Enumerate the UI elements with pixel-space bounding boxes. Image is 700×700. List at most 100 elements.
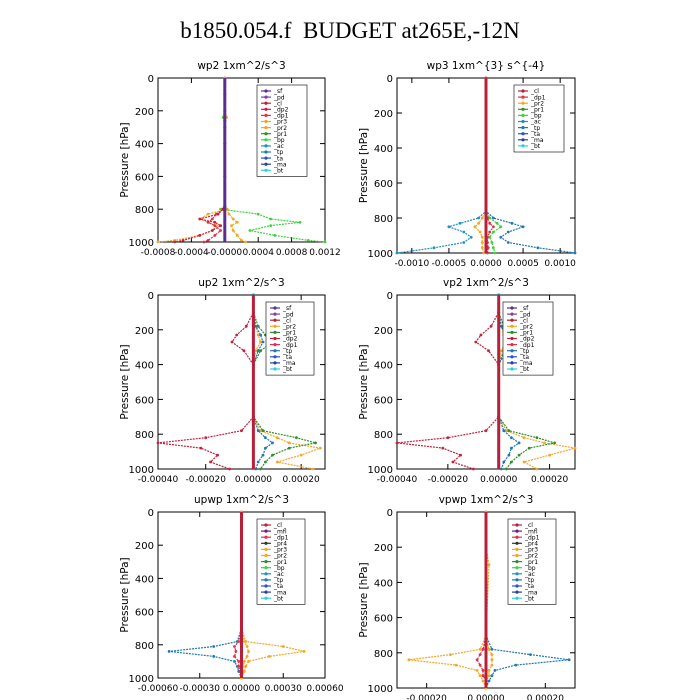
data-point: [487, 349, 490, 353]
y-tick-label: 200: [374, 326, 393, 337]
legend-marker: [264, 541, 268, 545]
data-point: [210, 217, 214, 221]
legend-marker: [515, 547, 519, 552]
data-point: [522, 436, 526, 440]
series-group: [395, 76, 577, 255]
data-point: [299, 453, 303, 457]
data-point: [478, 653, 482, 656]
y-tick-label: 800: [135, 430, 154, 441]
data-point: [573, 446, 577, 450]
data-point: [256, 324, 260, 328]
chart-title: vpwp 1xm^2/s^3: [439, 494, 534, 506]
legend-label: _pr4: [524, 541, 538, 548]
data-point: [228, 467, 232, 471]
legend-label: _ta: [273, 583, 283, 590]
data-point: [454, 663, 458, 667]
data-point: [522, 460, 526, 464]
legend-label: _tp: [273, 577, 283, 584]
y-tick-label: 400: [135, 140, 154, 151]
legend-label: _sf: [282, 305, 292, 312]
legend-marker: [521, 126, 525, 130]
data-point: [481, 647, 485, 651]
data-point: [233, 660, 236, 663]
x-tick-label: 0.00000: [467, 694, 504, 700]
data-point: [275, 436, 279, 440]
legend-marker: [264, 578, 268, 582]
legend-marker: [510, 349, 514, 353]
legend-label: _tp: [273, 149, 283, 156]
data-point: [478, 647, 482, 651]
data-point: [269, 217, 273, 221]
series-line-tp: [252, 295, 274, 470]
y-tick-label: 1000: [129, 238, 154, 249]
y-tick-label: 1000: [129, 674, 154, 685]
data-point: [261, 453, 265, 457]
x-tick-label: -0.0005: [432, 259, 467, 269]
x-tick-label: -0.00060: [138, 684, 179, 694]
data-point: [242, 640, 246, 643]
data-point: [256, 212, 260, 216]
legend-label: _dp1: [524, 534, 540, 541]
data-point: [230, 224, 233, 228]
legend-label: _dp1: [273, 534, 289, 541]
data-point: [495, 221, 499, 225]
legend-marker: [264, 150, 268, 154]
data-point: [487, 563, 491, 567]
data-point: [230, 340, 234, 344]
data-point: [213, 234, 217, 237]
legend-label: _dp2: [282, 336, 298, 343]
data-point: [432, 246, 436, 250]
legend-marker: [515, 541, 519, 545]
chart-title: upwp 1xm^2/s^3: [194, 494, 289, 506]
legend-marker: [510, 355, 514, 359]
x-tick-label: -0.0008: [141, 248, 176, 258]
data-point: [235, 234, 239, 237]
data-point: [287, 446, 291, 450]
data-point: [311, 467, 315, 471]
data-point: [237, 660, 241, 663]
data-point: [261, 429, 265, 433]
legend-marker: [264, 572, 268, 576]
y-tick-label: 600: [374, 179, 393, 190]
data-point: [490, 674, 494, 678]
y-tick-label: 0: [387, 74, 393, 85]
x-tick-label: 0.00020: [531, 475, 568, 485]
legend-marker: [521, 144, 525, 148]
legend-label: _ma: [282, 360, 296, 367]
data-point: [504, 467, 508, 471]
data-point: [462, 241, 466, 244]
data-point: [318, 446, 322, 450]
data-point: [499, 225, 503, 229]
data-point: [481, 669, 485, 672]
x-tick-label: 0.0010: [544, 259, 576, 269]
y-tick-label: 0: [148, 291, 154, 302]
legend-label: _tp: [519, 348, 529, 355]
data-point: [235, 333, 239, 337]
legend-marker: [510, 367, 514, 371]
legend: _cl_dp1_pr2_pr1_bp_ac_tp_ta_ma_bt: [513, 84, 565, 153]
data-point: [234, 650, 238, 653]
legend-marker: [273, 336, 277, 341]
data-point: [233, 645, 236, 648]
data-point: [490, 663, 494, 667]
data-point: [489, 324, 493, 328]
chart-title: vp2 1xm^2/s^3: [443, 277, 529, 289]
legend-marker: [521, 95, 525, 99]
data-point: [295, 436, 298, 440]
data-point: [478, 663, 482, 667]
data-point: [204, 436, 208, 440]
data-point: [488, 230, 492, 234]
legend-marker: [273, 330, 277, 334]
legend-marker: [264, 95, 268, 99]
data-point: [478, 230, 482, 234]
data-point: [517, 441, 521, 445]
chart-panel-5: upwp 1xm^2/s^3 Pressure [hPa] 0 200 400 600 80…: [119, 494, 344, 694]
y-tick-label: 400: [374, 361, 393, 372]
legend-label: _pr3: [273, 547, 287, 554]
data-point: [504, 429, 508, 433]
data-point: [267, 655, 271, 658]
legend-marker: [264, 126, 268, 130]
legend-label: _cl: [273, 522, 282, 529]
y-tick-label: 200: [135, 541, 154, 552]
